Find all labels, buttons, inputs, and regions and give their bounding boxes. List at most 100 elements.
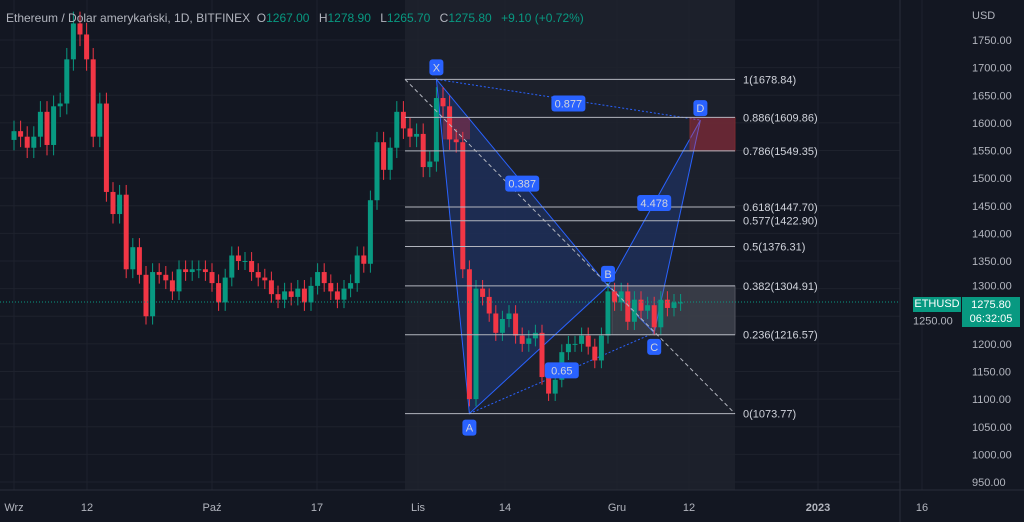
candle-body (592, 346, 598, 361)
symbol-title: Ethereum / Dolar amerykański, 1D, BITFIN… (6, 11, 251, 25)
y-tick-label: 1250.00 (913, 315, 953, 327)
last-price: 1275.80 (971, 299, 1011, 311)
point-label-b: B (604, 269, 611, 281)
candle-body (295, 288, 301, 297)
candle-body (440, 98, 446, 107)
candle-body (519, 335, 525, 344)
candle-body (222, 277, 228, 303)
candle-body (321, 272, 327, 284)
currency-label: USD (972, 10, 995, 22)
candle-body (97, 103, 103, 137)
y-tick-label: 1700.00 (972, 63, 1012, 75)
candle-body (301, 288, 307, 303)
candle-body (387, 147, 393, 170)
candle-body (235, 255, 241, 261)
candle-body (625, 291, 631, 322)
candle-body (24, 136, 30, 148)
candle-body (539, 332, 545, 378)
candle-body (433, 98, 439, 162)
change-value: +9.10 (+0.72%) (501, 11, 584, 25)
candle-body (64, 59, 70, 104)
candle-body (480, 288, 486, 297)
fib-level-label: 0.577(1422.90) (743, 216, 818, 228)
candle-body (123, 194, 129, 270)
x-tick-label: 2023 (806, 502, 830, 514)
candle-body (183, 269, 189, 273)
y-tick-label: 1000.00 (972, 449, 1012, 461)
open-value: 1267.00 (266, 11, 310, 25)
candle-body (150, 272, 156, 317)
point-label-c: C (650, 342, 658, 354)
candle-body (117, 194, 123, 215)
close-value: 1275.80 (448, 11, 492, 25)
candle-body (598, 335, 604, 361)
x-tick-label: Paź (203, 502, 222, 514)
candle-body (110, 191, 116, 215)
candle-body (229, 255, 235, 278)
candle-body (473, 288, 479, 400)
candle-body (513, 313, 519, 336)
candle-body (315, 272, 321, 286)
y-tick-label: 1600.00 (972, 118, 1012, 130)
candle-body (678, 302, 684, 304)
point-label-x: X (433, 62, 441, 74)
candle-body (361, 255, 367, 264)
candle-body (400, 111, 406, 129)
point-label-x-bg (429, 59, 444, 76)
candle-body (189, 269, 195, 273)
candle-body (638, 299, 644, 311)
fib-level-label: 0.618(1447.70) (743, 202, 818, 214)
fib-trend-line (404, 78, 736, 414)
x-tick-label: 12 (81, 502, 93, 514)
candle-body (664, 299, 670, 308)
candle-body (216, 283, 222, 303)
candle-body (51, 106, 57, 145)
fib-level-label: 0.886(1609.86) (743, 112, 818, 124)
candle-body (44, 111, 50, 145)
symbol-header: Ethereum / Dolar amerykański, 1D, BITFIN… (6, 11, 590, 25)
candle-body (255, 272, 261, 278)
prz-box (689, 116, 736, 152)
point-label-d-bg (693, 100, 708, 117)
candle-body (202, 269, 208, 273)
symbol-tag: ETHUSD (913, 297, 961, 312)
candle-body (334, 291, 340, 300)
candle-body (163, 274, 169, 281)
candle-body (328, 283, 334, 292)
candle-body (585, 335, 591, 347)
y-tick-label: 1650.00 (972, 90, 1012, 102)
candle-body (532, 332, 538, 339)
candle-body (499, 319, 505, 333)
y-tick-label: 1050.00 (972, 422, 1012, 434)
candle-body (506, 313, 512, 320)
high-value: 1278.90 (327, 11, 371, 25)
y-tick-label: 1150.00 (972, 367, 1011, 379)
candle-body (103, 103, 109, 192)
y-tick-label: 1350.00 (972, 256, 1012, 268)
candle-body (31, 136, 37, 148)
ratio-label: 4.478 (640, 198, 668, 210)
candle-body (11, 131, 17, 140)
candle-body (367, 200, 373, 264)
ratio-label: 0.387 (508, 179, 536, 191)
candle-body (486, 296, 492, 314)
candle-body (348, 283, 354, 289)
point-label-d: D (696, 103, 704, 115)
point-label-a: A (466, 423, 474, 435)
candle-body (136, 247, 142, 275)
candle-body (282, 291, 288, 300)
candle-body (407, 128, 413, 137)
candle-body (84, 34, 90, 60)
y-tick-label: 1100.00 (972, 394, 1011, 406)
y-tick-label: 950.00 (972, 477, 1006, 489)
ratio-label-bg (637, 194, 672, 211)
y-tick-label: 1450.00 (972, 201, 1012, 213)
candle-body (57, 103, 63, 107)
fib-level-label: 0.5(1376.31) (743, 241, 805, 253)
fib-level-label: 1(1678.84) (743, 74, 796, 86)
y-tick-label: 1300.00 (972, 281, 1012, 293)
candle-body (631, 299, 637, 322)
ratio-label: 0.877 (555, 99, 583, 111)
